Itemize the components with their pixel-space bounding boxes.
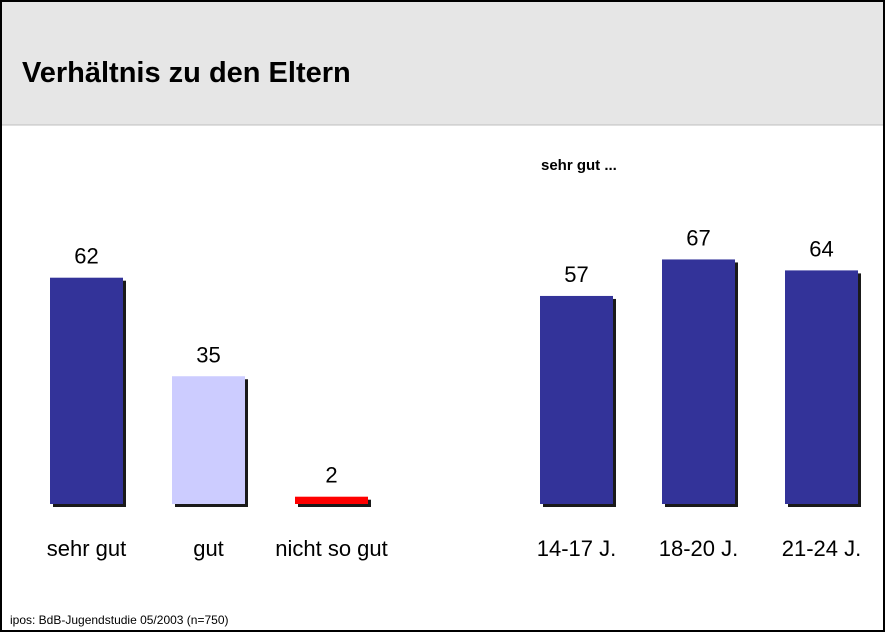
x-tick-label: gut bbox=[193, 536, 224, 561]
x-tick-label: 21-24 J. bbox=[782, 536, 862, 561]
bar bbox=[172, 376, 245, 504]
value-label: 67 bbox=[686, 225, 710, 250]
x-tick-label: 18-20 J. bbox=[659, 536, 739, 561]
value-label: 62 bbox=[74, 244, 98, 269]
bar bbox=[50, 277, 123, 504]
chart-subtitle: sehr gut ... bbox=[541, 157, 617, 174]
bar bbox=[662, 259, 735, 504]
source-note: ipos: BdB-Jugendstudie 05/2003 (n=750) bbox=[10, 613, 229, 627]
title: Verhältnis zu den Eltern bbox=[22, 57, 351, 89]
x-tick-label: nicht so gut bbox=[275, 536, 388, 561]
x-tick-label: sehr gut bbox=[47, 536, 127, 561]
bar bbox=[540, 295, 613, 504]
value-label: 57 bbox=[564, 262, 588, 287]
bar bbox=[785, 270, 858, 504]
value-label: 64 bbox=[809, 236, 833, 261]
value-label: 2 bbox=[325, 463, 337, 488]
header-band bbox=[0, 0, 885, 125]
value-label: 35 bbox=[196, 342, 220, 367]
x-tick-label: 14-17 J. bbox=[537, 536, 617, 561]
bar bbox=[295, 496, 368, 504]
